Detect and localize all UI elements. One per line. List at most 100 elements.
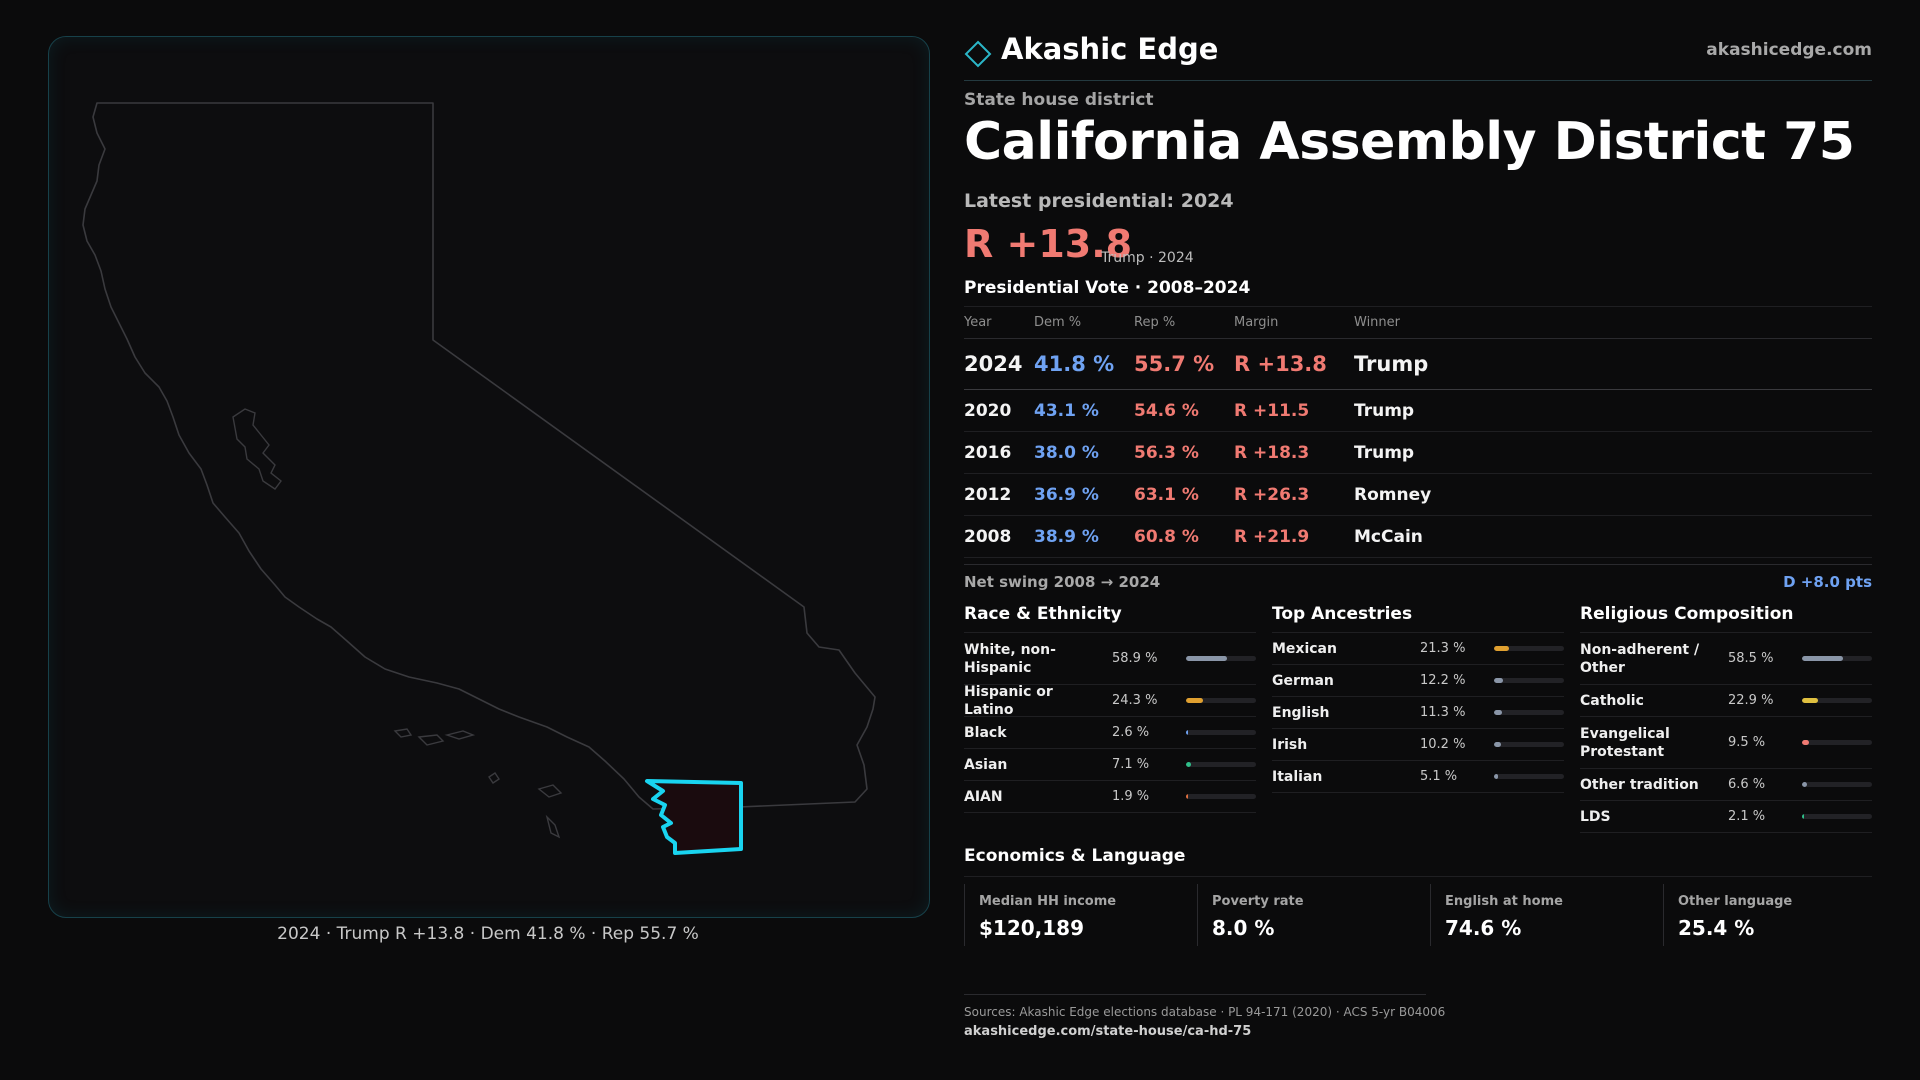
item-value: 21.3 % [1420, 641, 1466, 656]
item-value: 58.5 % [1728, 651, 1774, 666]
share-bar-fill [1186, 698, 1203, 703]
bay-area-detail [232, 408, 282, 490]
col-dem: Dem % [1034, 315, 1082, 330]
share-bar [1802, 782, 1872, 787]
row-dem: 41.8 % [1034, 352, 1115, 376]
row-margin: R +21.9 [1234, 526, 1310, 547]
row-winner: Trump [1354, 352, 1429, 376]
share-bar [1494, 646, 1564, 651]
item-label: Black [964, 724, 1007, 741]
row-margin: R +18.3 [1234, 442, 1310, 463]
table-row: 2012 36.9 % 63.1 % R +26.3 Romney [964, 474, 1872, 516]
item-label: Other tradition [1580, 776, 1699, 793]
list-item: White, non-Hispanic 58.9 % [964, 633, 1256, 685]
religious-composition-panel: Religious Composition Non-adherent / Oth… [1580, 604, 1872, 833]
row-year: 2024 [964, 352, 1023, 376]
item-value: 5.1 % [1420, 769, 1458, 784]
row-year: 2008 [964, 526, 1012, 547]
district-map [48, 36, 930, 918]
item-label: English [1272, 704, 1330, 721]
row-dem: 38.9 % [1034, 526, 1099, 547]
row-rep: 55.7 % [1134, 352, 1215, 376]
share-bar-fill [1802, 740, 1809, 745]
district-75-highlight[interactable] [645, 779, 743, 855]
share-bar [1186, 730, 1256, 735]
share-bar-fill [1802, 698, 1819, 703]
share-bar-fill [1186, 794, 1189, 799]
share-bar-fill [1802, 814, 1805, 819]
item-value: 7.1 % [1112, 757, 1150, 772]
race-ethnicity-title: Race & Ethnicity [964, 604, 1256, 633]
row-margin: R +13.8 [1234, 352, 1327, 376]
row-rep: 54.6 % [1134, 400, 1199, 421]
econ-value: 8.0 % [1212, 916, 1275, 940]
col-year: Year [964, 315, 992, 330]
econ-label: Other language [1678, 894, 1793, 909]
row-winner: Trump [1354, 400, 1415, 421]
item-value: 2.6 % [1112, 725, 1150, 740]
share-bar-fill [1494, 646, 1509, 651]
net-swing-label: Net swing 2008 → 2024 [964, 573, 1161, 591]
share-bar [1186, 656, 1256, 661]
share-bar-fill [1186, 656, 1228, 661]
econ-value: 25.4 % [1678, 916, 1755, 940]
race-ethnicity-list: White, non-Hispanic 58.9 % Hispanic or Lat… [964, 633, 1256, 813]
presidential-vote-table: Year Dem % Rep % Margin Winner 2024 41.8… [964, 306, 1872, 558]
share-bar-fill [1494, 742, 1502, 747]
race-ethnicity-panel: Race & Ethnicity White, non-Hispanic 58.9… [964, 604, 1256, 813]
econ-value: 74.6 % [1445, 916, 1522, 940]
econ-stat-median-income: Median HH income $120,189 [964, 884, 1183, 946]
net-swing: Net swing 2008 → 2024 D +8.0 pts [964, 564, 1872, 593]
row-rep: 56.3 % [1134, 442, 1199, 463]
california-state-outline [82, 102, 876, 810]
sources-text: Sources: Akashic Edge elections database… [964, 1005, 1446, 1019]
sources-footer: Sources: Akashic Edge elections database… [964, 994, 1446, 1039]
share-bar [1802, 698, 1872, 703]
share-bar-fill [1494, 710, 1502, 715]
share-bar-fill [1802, 656, 1843, 661]
list-item: German 12.2 % [1272, 665, 1564, 697]
row-winner: Romney [1354, 484, 1432, 505]
item-label: Irish [1272, 736, 1308, 753]
row-winner: McCain [1354, 526, 1423, 547]
table-row: 2020 43.1 % 54.6 % R +11.5 Trump [964, 390, 1872, 432]
brand-url[interactable]: akashicedge.com [1706, 40, 1872, 60]
presidential-vote-title: Presidential Vote · 2008–2024 [964, 278, 1251, 298]
latest-margin: R +13.8 [964, 222, 1133, 266]
econ-label: Median HH income [979, 894, 1117, 909]
item-value: 1.9 % [1112, 789, 1150, 804]
share-bar-fill [1186, 730, 1189, 735]
share-bar-fill [1494, 774, 1498, 779]
religious-composition-list: Non-adherent / Other 58.5 % Catholic 22.9 %… [1580, 633, 1872, 833]
district-type: State house district [964, 90, 1154, 110]
share-bar [1494, 774, 1564, 779]
col-rep: Rep % [1134, 315, 1176, 330]
econ-label: Poverty rate [1212, 894, 1304, 909]
permalink[interactable]: akashicedge.com/state-house/ca-hd-75 [964, 1024, 1252, 1039]
row-year: 2016 [964, 442, 1012, 463]
latest-presidential-label: Latest presidential: 2024 [964, 190, 1234, 212]
list-item: Non-adherent / Other 58.5 % [1580, 633, 1872, 685]
list-item: Hispanic or Latino 24.3 % [964, 683, 1256, 718]
economics-language-title: Economics & Language [964, 846, 1872, 877]
list-item: LDS 2.1 % [1580, 801, 1872, 833]
share-bar [1802, 656, 1872, 661]
list-item: Italian 5.1 % [1272, 761, 1564, 793]
top-ancestries-panel: Top Ancestries Mexican 21.3 % German 12.2 %… [1272, 604, 1564, 793]
item-label: Mexican [1272, 640, 1337, 657]
row-rep: 63.1 % [1134, 484, 1199, 505]
diamond-outline-icon [964, 40, 992, 68]
item-value: 6.6 % [1728, 777, 1766, 792]
share-bar-fill [1802, 782, 1807, 787]
item-label: Catholic [1580, 692, 1644, 709]
share-bar [1186, 762, 1256, 767]
share-bar-fill [1494, 678, 1503, 683]
top-ancestries-list: Mexican 21.3 % German 12.2 % English 11.3 % Ir… [1272, 633, 1564, 793]
share-bar [1494, 742, 1564, 747]
share-bar-fill [1186, 762, 1191, 767]
row-dem: 36.9 % [1034, 484, 1099, 505]
item-label: AIAN [964, 788, 1003, 805]
row-dem: 43.1 % [1034, 400, 1099, 421]
item-label: Hispanic or Latino [964, 683, 1053, 718]
share-bar [1186, 794, 1256, 799]
